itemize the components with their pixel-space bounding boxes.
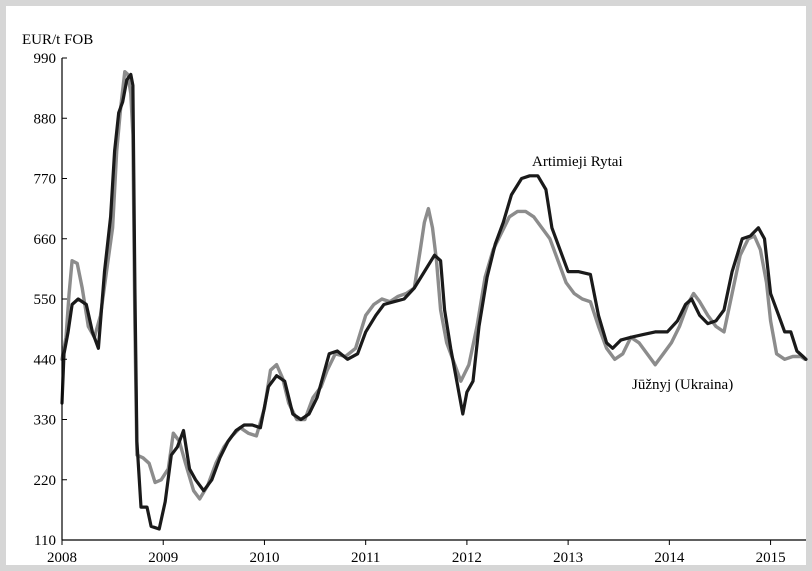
x-tick-label: 2011 [351, 550, 380, 566]
y-tick-label: 770 [34, 172, 57, 188]
x-tick-label: 2010 [249, 550, 279, 566]
x-tick-label: 2008 [47, 550, 77, 566]
x-tick-label: 2012 [452, 550, 482, 566]
y-tick-label: 880 [34, 111, 57, 127]
x-tick-label: 2009 [148, 550, 178, 566]
series-layer [60, 69, 808, 531]
x-ticks: 2008 2009 2010 2011 2012 2013 2014 2015 [47, 540, 786, 566]
y-tick-label: 220 [34, 473, 57, 489]
x-tick-label: 2013 [553, 550, 583, 566]
y-tick-label: 330 [34, 413, 57, 429]
y-tick-label: 550 [34, 292, 57, 308]
y-tick-label: 990 [34, 51, 57, 67]
series-line-artimieji-rytai [60, 72, 808, 531]
y-tick-label: 110 [34, 533, 56, 549]
series-label-artimieji-rytai: Artimieji Rytai [532, 154, 623, 170]
x-tick-label: 2015 [756, 550, 786, 566]
y-tick-label: 440 [34, 352, 57, 368]
y-unit-label: EUR/t FOB [22, 32, 93, 48]
x-tick-label: 2014 [654, 550, 685, 566]
series-label-juznyj-ukraina: Jūžnyj (Ukraina) [632, 377, 733, 393]
y-ticks: 110 220 330 440 550 660 770 880 990 [34, 51, 67, 549]
y-tick-label: 660 [34, 232, 57, 248]
